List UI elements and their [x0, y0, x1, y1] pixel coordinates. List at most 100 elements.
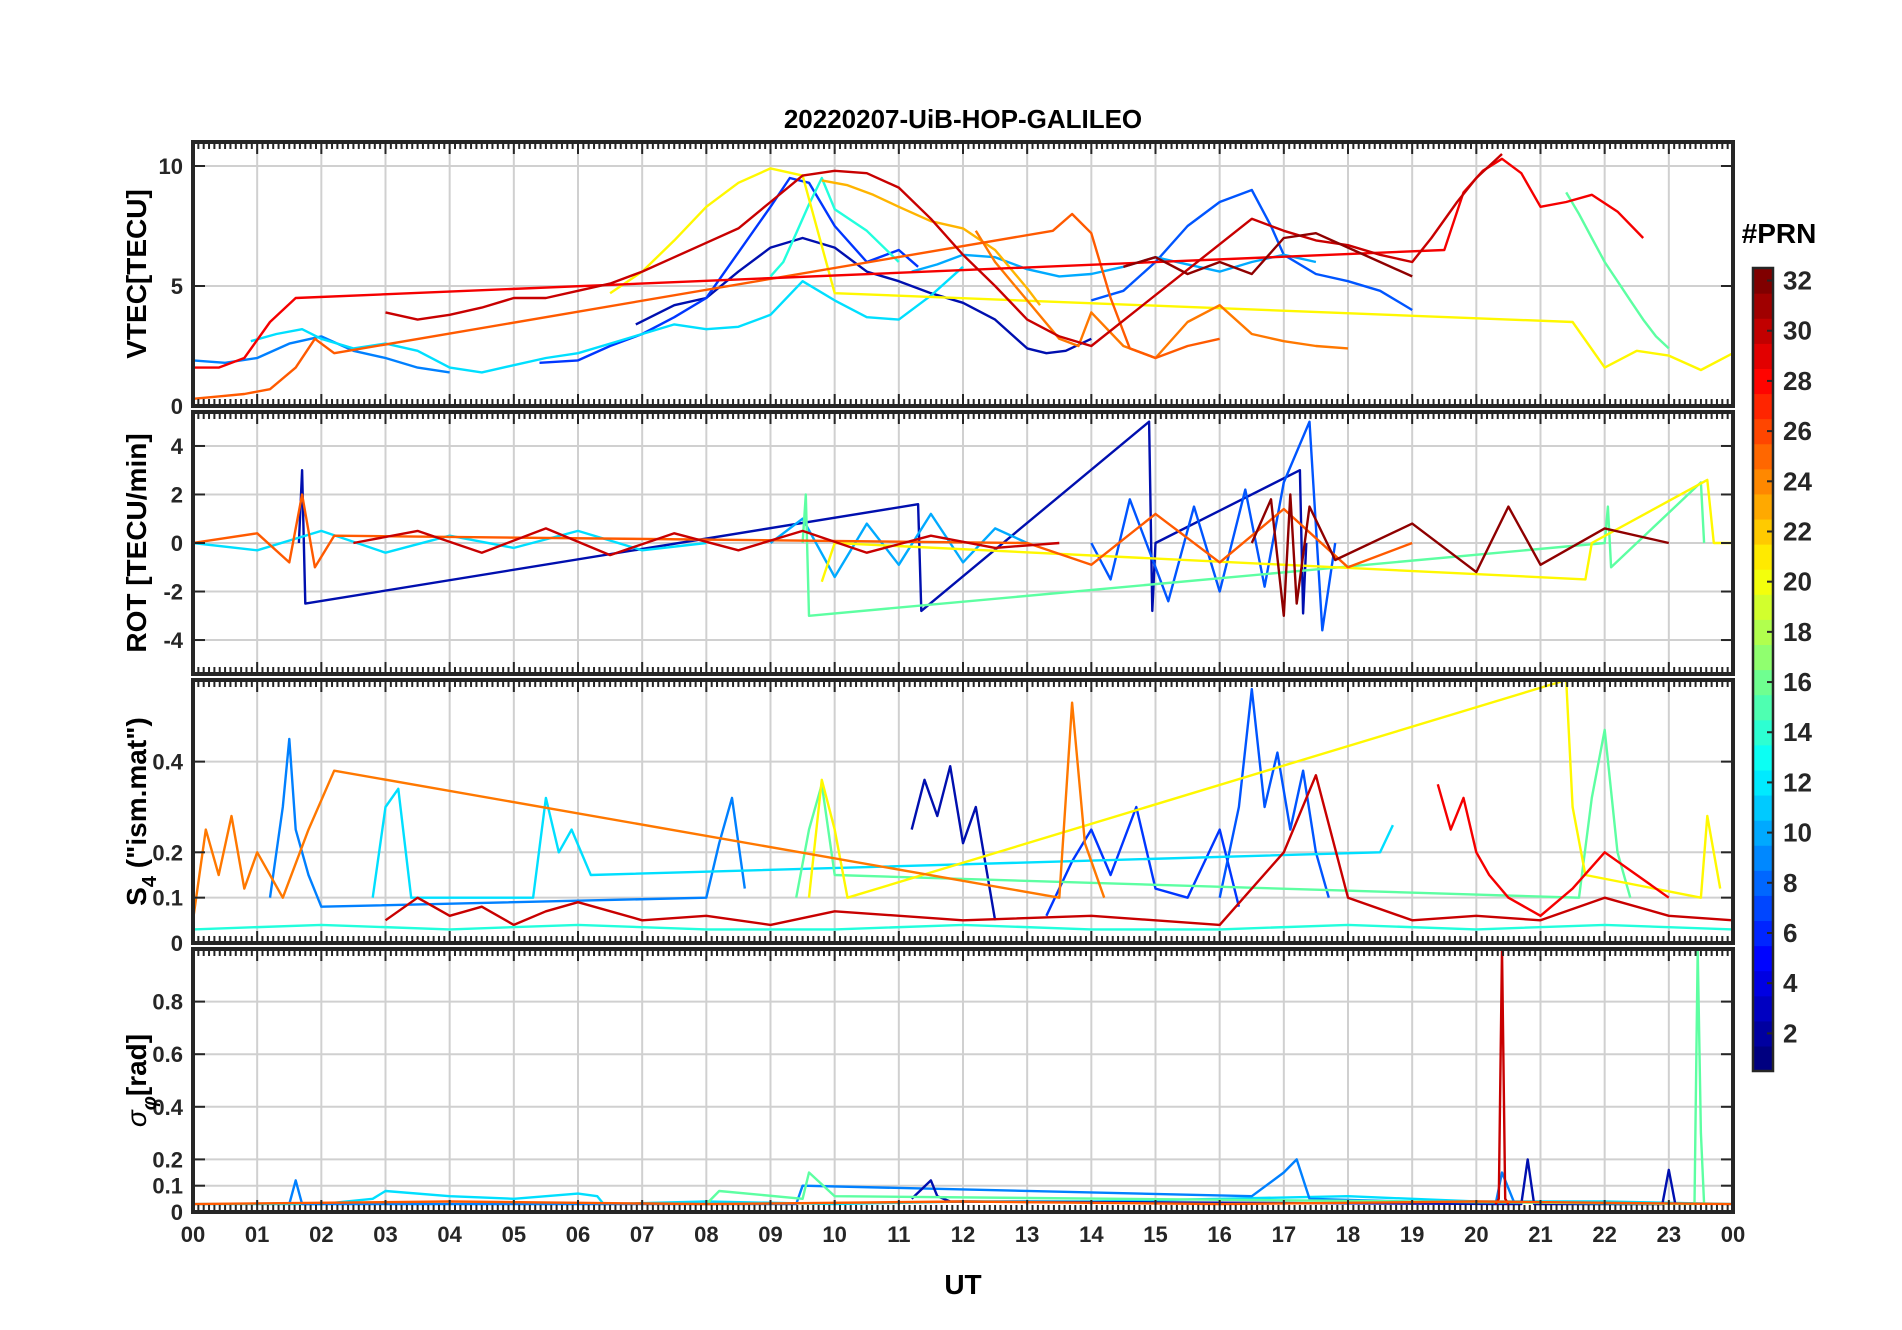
- x-tick-label: 04: [437, 1222, 462, 1247]
- series-line-prn-12: [371, 787, 1394, 899]
- series-line-prn-6: [1090, 188, 1413, 312]
- series-line-prn-6: [1218, 687, 1330, 899]
- y-tick-label: 0: [171, 931, 183, 956]
- y-axis-label: ROT [TECU/min]: [121, 433, 152, 652]
- y-tick-label: 0.1: [152, 886, 183, 911]
- colorbar-swatch: [1753, 293, 1773, 319]
- series-line-prn-28: [193, 157, 1645, 369]
- x-tick-label: 22: [1592, 1222, 1616, 1247]
- x-tick-label: 18: [1336, 1222, 1360, 1247]
- x-minor-ticks: [192, 680, 1734, 943]
- series-group: [193, 680, 1733, 931]
- y-tick-label: 0.2: [152, 1147, 183, 1172]
- series-line-prn-2: [910, 765, 997, 921]
- y-axis-label: σφ[rad]: [121, 1034, 161, 1127]
- colorbar-swatch: [1753, 468, 1773, 495]
- colorbar-swatch: [1753, 544, 1773, 570]
- x-tick-label: 03: [373, 1222, 397, 1247]
- colorbar-tick-label: 24: [1783, 466, 1812, 496]
- colorbar-tick-label: 28: [1783, 366, 1812, 396]
- series-line-prn-30: [385, 153, 1503, 348]
- colorbar-swatch: [1753, 569, 1773, 595]
- series-line-prn-22: [821, 179, 1041, 306]
- colorbar-tick-label: 2: [1783, 1018, 1797, 1048]
- x-tick-label: 15: [1143, 1222, 1167, 1247]
- panel-sigma_phi: 00.10.2 0.4 0.6 0.8 σφ[rad]: [121, 947, 1735, 1225]
- series-line-prn-10: [911, 253, 1317, 278]
- colorbar-tick-label: 30: [1783, 316, 1812, 346]
- series-line-prn-4: [1045, 805, 1241, 917]
- series-line-prn-12: [193, 529, 707, 554]
- colorbar-swatch: [1753, 318, 1773, 344]
- colorbar-tick-label: 26: [1783, 416, 1812, 446]
- series-line-prn-20: [609, 167, 1733, 372]
- series-line-prn-14: [769, 176, 900, 278]
- panel-rot: -4 -2 0 2 4 ROT [TECU/min]: [121, 410, 1735, 676]
- series-line-prn-12: [250, 265, 964, 374]
- x-tick-label: 17: [1272, 1222, 1296, 1247]
- y-tick-label: -4: [163, 628, 183, 653]
- colorbar-swatch: [1753, 418, 1773, 445]
- y-tick-label: 0: [171, 1200, 183, 1225]
- series-line-prn-32: [1123, 231, 1413, 278]
- x-axis-label: UT: [944, 1269, 981, 1300]
- series-line-prn-30: [353, 527, 1060, 557]
- x-tick-label: 07: [630, 1222, 654, 1247]
- series-line-prn-16: [795, 728, 1632, 899]
- colorbar-swatch: [1753, 268, 1773, 294]
- y-tick-label: -2: [163, 580, 183, 605]
- series-line-prn-25: [193, 212, 1220, 400]
- series-line-prn-2: [910, 1158, 1677, 1206]
- colorbar-tick-label: 32: [1783, 266, 1812, 296]
- series-line-prn-2: [635, 236, 1092, 355]
- y-tick-label: 0.4: [152, 1095, 183, 1120]
- colorbar-swatch: [1753, 493, 1773, 520]
- series-line-prn-20: [807, 680, 1722, 899]
- y-tick-label: 10: [159, 154, 183, 179]
- series-line-prn-16: [801, 481, 1706, 617]
- colorbar-swatch: [1753, 820, 1773, 846]
- series-line-prn-14: [193, 923, 1733, 931]
- series-line-prn-30: [384, 774, 1733, 927]
- colorbar-swatch: [1753, 744, 1773, 771]
- colorbar-tick-label: 14: [1783, 717, 1812, 747]
- colorbar-swatch: [1753, 719, 1773, 746]
- series-line-prn-2: [297, 420, 1308, 615]
- series-line-prn-28: [1436, 783, 1670, 917]
- y-tick-label: 2: [171, 482, 183, 507]
- x-minor-ticks: [192, 142, 1734, 406]
- y-tick-label: 5: [171, 274, 183, 299]
- x-tick-label: 13: [1015, 1222, 1039, 1247]
- series-line-prn-10: [769, 512, 1028, 579]
- colorbar-swatch: [1753, 669, 1773, 696]
- colorbar-swatch: [1753, 870, 1773, 896]
- x-tick-label: 02: [309, 1222, 333, 1247]
- x-tick-label: 16: [1207, 1222, 1231, 1247]
- series-line-prn-8: [288, 1158, 1516, 1206]
- x-minor-ticks: [192, 412, 1734, 674]
- x-minor-ticks: [192, 949, 1734, 1212]
- colorbar-swatch: [1753, 443, 1773, 470]
- y-tick-label: 0: [171, 394, 183, 419]
- grid: [192, 949, 1734, 1213]
- colorbar-swatch: [1753, 368, 1773, 395]
- series-line-prn-32: [1250, 493, 1670, 617]
- colorbar-swatch: [1753, 694, 1773, 721]
- colorbar-tick-label: 18: [1783, 617, 1812, 647]
- colorbar-swatch: [1753, 995, 1773, 1022]
- colorbar-swatch: [1753, 845, 1773, 871]
- colorbar-tick-label: 20: [1783, 567, 1812, 597]
- series-group: [193, 153, 1733, 400]
- colorbar-swatch: [1753, 393, 1773, 420]
- series-line-prn-6: [1090, 420, 1337, 632]
- colorbar-swatch: [1753, 343, 1773, 369]
- colorbar-swatch: [1753, 970, 1773, 997]
- x-tick-labels: 00 01 02 03 04 05 06 07 08 09 10 11 12 13 14 15 16 17 18 19…: [181, 1222, 1745, 1247]
- x-tick-label: 06: [566, 1222, 590, 1247]
- colorbar-tick-label: 10: [1783, 818, 1812, 848]
- x-tick-label: 14: [1079, 1222, 1104, 1247]
- colorbar-swatch: [1753, 518, 1773, 545]
